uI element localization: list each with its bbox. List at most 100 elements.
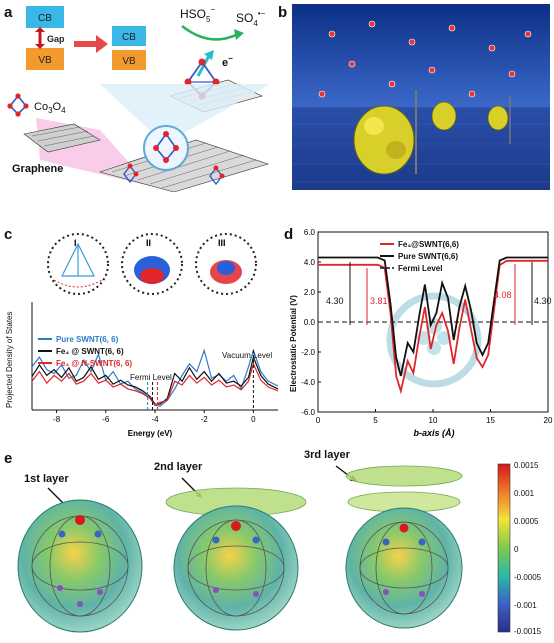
- annotation-3-81: 3.81: [370, 296, 388, 306]
- cluster-medium: [431, 101, 457, 131]
- co3o4-label: Co3O4: [34, 101, 66, 115]
- d-ytick-label-6: 6.0: [304, 228, 316, 237]
- graphene-sheet-left: [23, 123, 101, 153]
- annotation-4-08: 4.08: [494, 290, 512, 300]
- vb-box-right: [112, 50, 146, 70]
- pdos-xtick-label-4: 0: [251, 415, 256, 424]
- d-xtick-label-0: 0: [316, 416, 321, 425]
- fermi-level-label: Fermi Level: [130, 373, 172, 382]
- fullerene-2: [165, 487, 307, 631]
- so4-label: SO4•−: [236, 9, 266, 28]
- d-xtick-label-1: 5: [373, 416, 378, 425]
- floor-grid: [292, 123, 550, 183]
- nanotube-backdrop: [386, 292, 482, 388]
- d-xtick-label-2: 10: [429, 416, 438, 425]
- transition-arrow: [74, 35, 108, 53]
- legend-pure-swnt: Pure SWNT(6, 6): [56, 335, 119, 344]
- colorbar-tick-5: -0.0005: [514, 573, 542, 582]
- legend-fe4-swnt: Fe₄ @ SWNT(6, 6): [56, 347, 124, 356]
- pdos-ylabel: Projected Density of States: [5, 312, 14, 409]
- graphene-label: Graphene: [12, 163, 63, 175]
- annotation-arrows: [349, 262, 533, 325]
- inset-label-2: II: [146, 238, 151, 248]
- water-molecules: [318, 20, 532, 98]
- vb-box-left: [26, 48, 64, 70]
- panel-a: a CB VB Gap CB VB HSO5− SO4•− e−: [0, 0, 282, 193]
- panel-a-label: a: [4, 4, 13, 21]
- d-ytick-label-0: -6.0: [301, 408, 315, 417]
- pdos-chart: I II III Projected Density of States Ene…: [5, 233, 279, 438]
- d-xtick-label-3: 15: [486, 416, 495, 425]
- inset-structure-1: [47, 233, 109, 295]
- colorbar-tick-1: 0.0015: [514, 461, 539, 470]
- pdos-legend: Pure SWNT(6, 6) Fe₄ @ SWNT(6, 6) Fe₄ @ N…: [38, 335, 132, 368]
- inset-structure-2: [121, 233, 183, 295]
- d-xtick-label-4: 20: [544, 416, 553, 425]
- layer-label-2: 2nd layer: [154, 461, 203, 473]
- vb-label-right: VB: [122, 56, 136, 67]
- charge-density-figure: 1st layer 2nd layer 3rd layer: [17, 449, 542, 636]
- potential-legend: Fe₄@SWNT(6,6) Pure SWNT(6,6) Fermi Level: [380, 240, 459, 273]
- zoom-circle: [143, 125, 189, 171]
- reaction-arrow: [181, 25, 239, 41]
- fullerene-1: [17, 499, 143, 633]
- panel-c-label: c: [4, 226, 13, 243]
- panel-d: d Electrostatic Potential (V) b-axis (Å)…: [284, 222, 554, 450]
- panel-e-label: e: [4, 450, 13, 467]
- d-ytick-label-2: -2.0: [301, 348, 315, 357]
- colorbar-tick-6: -0.001: [514, 601, 537, 610]
- cluster-large: [353, 90, 417, 175]
- colorbar-tick-4: 0: [514, 545, 519, 554]
- potential-xlabel: b-axis (Å): [413, 428, 454, 438]
- annotation-4-30-right: 4.30: [534, 296, 552, 306]
- colorbar-ticks: 0.0015 0.001 0.0005 0 -0.0005 -0.001 -0.…: [514, 461, 542, 636]
- annotation-4-30-left: 4.30: [326, 296, 344, 306]
- cb-label-left: CB: [38, 13, 52, 24]
- legend-fe4-nswnt: Fe₄ @ N-SWNT(6, 6): [56, 359, 132, 368]
- pdos-xtick-label-0: -8: [53, 415, 61, 424]
- legend-fe4-swnt-d: Fe₄@SWNT(6,6): [398, 240, 459, 249]
- pdos-xlabel: Energy (eV): [128, 429, 173, 438]
- cluster-small: [487, 96, 511, 144]
- pdos-series-3: [31, 362, 279, 406]
- potential-series-2: [318, 256, 548, 377]
- panel-a-figure: CB VB Gap CB VB HSO5− SO4•− e−: [7, 5, 270, 193]
- potential-series-1: [318, 259, 548, 395]
- cb-box-left: [26, 6, 64, 28]
- panel-e: e 1st layer: [0, 448, 554, 638]
- d-ytick-label-4: 2.0: [304, 288, 316, 297]
- inset-label-1: I: [74, 238, 77, 248]
- panel-b: b: [278, 4, 550, 190]
- layer-label-1: 1st layer: [24, 473, 69, 485]
- potential-chart: Electrostatic Potential (V) b-axis (Å) 0…: [289, 228, 553, 438]
- zoom-funnel: [100, 84, 270, 140]
- pdos-xtick-label-1: -6: [102, 415, 110, 424]
- fullerene-3: [345, 465, 463, 629]
- cb-box-right: [112, 26, 146, 46]
- co3o4-octahedron-sheet-1: [123, 163, 139, 184]
- inset-label-3: III: [218, 238, 226, 248]
- colorbar-tick-7: -0.0015: [514, 627, 542, 636]
- panel-b-figure: [292, 4, 550, 190]
- legend-pure-swnt-d: Pure SWNT(6,6): [398, 252, 458, 261]
- co3o4-icon: [7, 93, 29, 117]
- pdos-xtick-label-3: -2: [201, 415, 209, 424]
- legend-fermi-d: Fermi Level: [398, 264, 442, 273]
- d-ytick-label-5: 4.0: [304, 258, 316, 267]
- colorbar-tick-2: 0.001: [514, 489, 535, 498]
- colorbar: [497, 463, 511, 633]
- panel-b-label: b: [278, 4, 288, 21]
- panel-d-label: d: [284, 226, 294, 243]
- co3o4-octahedron-center: [153, 131, 179, 163]
- inset-structure-3: [195, 233, 257, 295]
- d-ytick-label-3: 0.0: [304, 318, 316, 327]
- vb-label-left: VB: [38, 55, 52, 66]
- potential-ylabel: Electrostatic Potential (V): [289, 295, 298, 392]
- pdos-xtick-label-2: -4: [151, 415, 159, 424]
- colorbar-tick-3: 0.0005: [514, 517, 539, 526]
- panel-c: c I II III Projected Density of States E…: [0, 222, 282, 450]
- gap-label: Gap: [47, 34, 65, 44]
- d-ytick-label-1: -4.0: [301, 378, 315, 387]
- electron-label: e−: [222, 54, 233, 69]
- hso5-label: HSO5−: [180, 5, 215, 24]
